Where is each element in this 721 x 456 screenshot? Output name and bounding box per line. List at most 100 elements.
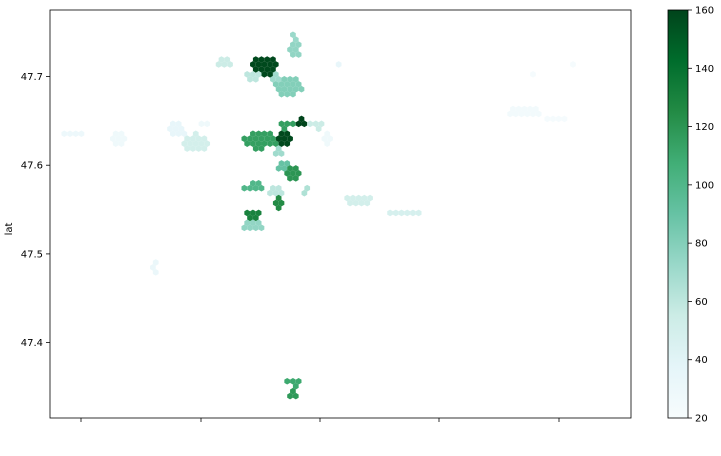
colorbar-ticks: 20 40 60 80 100 120 140 160 [688, 6, 714, 425]
hexbin-cell [270, 184, 276, 192]
hexbin-cell [215, 61, 222, 68]
hexbin-cell [272, 61, 279, 68]
y-axis-ticks: 47.4 47.5 47.6 47.7 [21, 72, 50, 349]
hexbin-cell [247, 224, 253, 232]
hexbin-cell [152, 269, 159, 276]
hexbin-cell [115, 135, 122, 142]
hexbin-cell [321, 135, 328, 142]
hexbin-cell [415, 209, 422, 217]
hexbin-cell [278, 80, 285, 88]
hexbin-cell [275, 184, 282, 192]
hexbin-cell [224, 56, 231, 63]
hexbin-cell [247, 76, 253, 83]
hexbin-cell [510, 105, 516, 113]
hexbin-cell [195, 145, 202, 152]
hexbin-cell [258, 135, 265, 142]
hexbin-cell [270, 56, 276, 63]
hexbin-cell [290, 377, 296, 385]
hexbin-cell [152, 259, 159, 266]
hexbin-cell [298, 115, 305, 123]
hexbin-cell [292, 36, 299, 43]
hexbin-cell [190, 135, 196, 142]
hexbin-cell [292, 76, 299, 83]
hexbin-cell [221, 61, 228, 68]
hexbin-cell [244, 209, 251, 217]
hexbin-cell [261, 61, 268, 68]
hexbin-cell [561, 115, 568, 123]
hexbin-cell [112, 130, 119, 138]
y-axis-label: lat [4, 223, 15, 236]
hexbin-cell [261, 140, 268, 147]
hexbin-cell [201, 135, 208, 142]
hexbin-cell [278, 90, 285, 98]
hexbin-cell [61, 130, 68, 138]
hexbin-cell [227, 61, 233, 68]
hexbin-cell [267, 61, 273, 68]
hexbin-cell [278, 130, 285, 138]
hexbin-cell [275, 204, 282, 212]
hexbin-cell [281, 125, 288, 133]
hexbin-cell [284, 80, 291, 88]
hexbin-cell [290, 31, 296, 39]
hexbin-cell [275, 76, 282, 83]
hexbin-cell [241, 184, 248, 192]
hexbin-cell [550, 115, 556, 123]
hexbin-cell [118, 140, 125, 147]
hexbin-cell [315, 125, 322, 133]
hexbin-cell [398, 209, 405, 217]
hexbin-cell [287, 392, 293, 400]
hexbin-cell [284, 140, 291, 147]
colorbar-tick-label: 100 [695, 180, 714, 191]
hexbin-cell [272, 71, 279, 78]
hexbin-cell [255, 130, 262, 138]
hexbin-cell [295, 41, 302, 48]
hexbin-layer [61, 31, 576, 400]
hexbin-cell [150, 264, 156, 271]
hexbin-cell [292, 85, 299, 93]
hexbin-cell [252, 214, 259, 222]
hexbin-cell [335, 61, 342, 68]
hexbin-cell [187, 140, 193, 147]
hexbin-cell [295, 80, 302, 88]
hexbin-cell [170, 120, 176, 128]
y-tick-label: 47.6 [21, 161, 43, 172]
hexbin-cell [167, 125, 173, 133]
hexbin-cell [72, 130, 79, 138]
hexbin-cell [535, 110, 542, 118]
hexbin-cell [244, 219, 251, 227]
hexbin-cell [181, 140, 188, 147]
hexbin-cell [287, 46, 293, 53]
hexbin-cell [184, 135, 191, 142]
hexbin-cell [184, 145, 191, 152]
hexbin-cell [524, 110, 531, 118]
hexbin-cell [267, 130, 273, 138]
hexbin-cell [252, 145, 259, 152]
hexbin-cell [570, 61, 576, 68]
hexbin-cell [198, 140, 205, 147]
hexbin-cell [290, 80, 296, 88]
hexbin-cell [515, 105, 522, 113]
hexbin-cell [275, 145, 282, 152]
hexbin-cell [281, 165, 288, 172]
hexbin-cell [255, 179, 262, 187]
hexbin-cell [278, 150, 285, 157]
hexbin-cell [181, 130, 188, 138]
hexbin-cell [258, 56, 265, 63]
hexbin-cell [252, 56, 259, 63]
hexbin-cell [284, 120, 291, 128]
hexbin-cell [201, 145, 208, 152]
plot-frame [49, 9, 632, 419]
hexbin-cell [195, 135, 202, 142]
hexbin-cell [175, 130, 182, 138]
hexbin-cell [530, 71, 536, 78]
hexbin-cell [295, 51, 302, 58]
hexbin-cell [532, 105, 539, 113]
hexbin-cell [364, 199, 371, 207]
hexbin-cell [290, 387, 296, 395]
hexbin-cell [172, 125, 179, 133]
hexbin-cell [267, 189, 273, 197]
hexbin-cell [301, 189, 308, 197]
hexbin-cell [352, 199, 359, 207]
hexbin-cell [287, 76, 293, 83]
hexbin-cell [261, 130, 268, 138]
